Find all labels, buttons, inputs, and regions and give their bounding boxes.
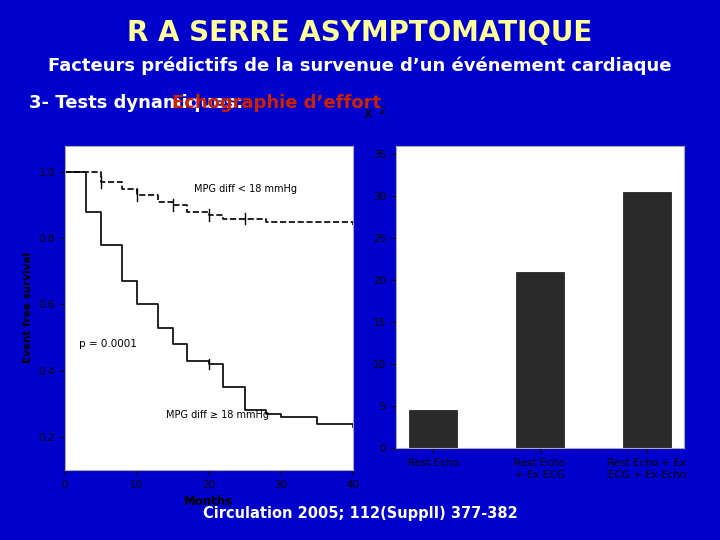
- Y-axis label: Event free survival: Event free survival: [23, 252, 33, 363]
- Text: MPG diff < 18 mmHg: MPG diff < 18 mmHg: [194, 184, 297, 194]
- Text: Facteurs prédictifs de la survenue d’un événement cardiaque: Facteurs prédictifs de la survenue d’un …: [48, 57, 672, 75]
- Bar: [623, 192, 671, 448]
- Text: Echographie d’effort: Echographie d’effort: [173, 94, 382, 112]
- Bar: [409, 409, 457, 448]
- Text: R A SERRE ASYMPTOMATIQUE: R A SERRE ASYMPTOMATIQUE: [127, 19, 593, 47]
- Text: 3- Tests dynamiques:: 3- Tests dynamiques:: [29, 94, 249, 112]
- Text: Circulation 2005; 112(SupplI) 377-382: Circulation 2005; 112(SupplI) 377-382: [202, 506, 518, 521]
- X-axis label: Months: Months: [184, 495, 233, 508]
- Bar: [516, 272, 564, 448]
- Text: MPG diff ≥ 18 mmHg: MPG diff ≥ 18 mmHg: [166, 410, 269, 420]
- Text: 2: 2: [378, 106, 385, 116]
- Text: p = 0.0001: p = 0.0001: [79, 340, 137, 349]
- Text: x: x: [364, 106, 373, 122]
